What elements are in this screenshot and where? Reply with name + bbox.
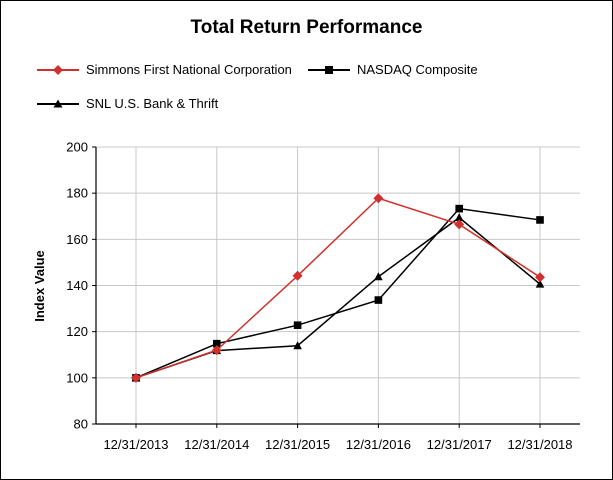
chart-title: Total Return Performance xyxy=(190,17,423,38)
data-point-simmons-first-national-corporation xyxy=(292,270,303,281)
data-point-nasdaq-composite xyxy=(374,296,383,304)
data-point-nasdaq-composite xyxy=(213,339,221,348)
legend-label-simmons: Simmons First National Corporation xyxy=(86,62,292,77)
x-tick-label: 12/31/2015 xyxy=(265,437,330,452)
x-tick-label: 12/31/2018 xyxy=(507,437,572,452)
x-tick-label: 12/31/2016 xyxy=(346,437,411,452)
data-point-simmons-first-national-corporation xyxy=(373,193,384,204)
legend-label-snl: SNL U.S. Bank & Thrift xyxy=(86,96,219,111)
series-nasdaq-composite xyxy=(132,204,544,382)
x-tick-label: 12/31/2014 xyxy=(184,437,249,452)
legend-item-nasdaq: NASDAQ Composite xyxy=(308,62,508,78)
x-tick-label: 12/31/2013 xyxy=(103,437,168,452)
data-point-simmons-first-national-corporation xyxy=(131,372,141,383)
y-tick-label: 140 xyxy=(66,278,88,293)
y-axis-label: Index Value xyxy=(32,250,47,322)
y-tick-label: 80 xyxy=(74,417,88,432)
y-tick-labels: 80 100 120 140 160 180 200 xyxy=(66,140,88,432)
legend-item-simmons: Simmons First National Corporation xyxy=(37,62,307,78)
grid xyxy=(96,146,580,424)
series-line-simmons-first-national-corporation xyxy=(135,197,541,379)
data-point-nasdaq-composite xyxy=(293,321,302,330)
data-point-snl-u-s-bank-thrift xyxy=(454,213,464,222)
legend-item-snl: SNL U.S. Bank & Thrift xyxy=(37,96,257,112)
legend-marker-diamond xyxy=(53,65,63,75)
y-tick-label: 100 xyxy=(66,370,88,385)
data-point-simmons-first-national-corporation xyxy=(535,272,545,283)
data-point-snl-u-s-bank-thrift xyxy=(293,341,302,350)
series-snl-u-s-bank-thrift xyxy=(131,213,545,382)
data-point-snl-u-s-bank-thrift xyxy=(535,279,545,288)
legend-marker-triangle xyxy=(53,99,63,108)
y-tick-label: 200 xyxy=(66,140,88,155)
data-point-snl-u-s-bank-thrift xyxy=(374,272,383,281)
data-point-simmons-first-national-corporation xyxy=(211,345,222,356)
x-tick-labels: 12/31/2013 12/31/2014 12/31/2015 12/31/2016… xyxy=(103,437,572,452)
legend-label-nasdaq: NASDAQ Composite xyxy=(357,62,478,77)
y-tick-label: 160 xyxy=(66,232,88,247)
legend-marker-square xyxy=(325,66,333,74)
data-point-simmons-first-national-corporation xyxy=(454,219,465,230)
data-point-nasdaq-composite xyxy=(536,216,544,224)
series-group xyxy=(131,193,545,383)
series-simmons-first-national-corporation xyxy=(131,193,545,383)
y-tick-label: 120 xyxy=(66,324,88,339)
y-tick-label: 180 xyxy=(66,186,88,201)
series-line-nasdaq-composite xyxy=(135,207,541,379)
series-line-snl-u-s-bank-thrift xyxy=(135,216,541,379)
x-tick-label: 12/31/2017 xyxy=(427,437,492,452)
axes xyxy=(92,146,580,428)
data-point-nasdaq-composite xyxy=(455,204,463,213)
